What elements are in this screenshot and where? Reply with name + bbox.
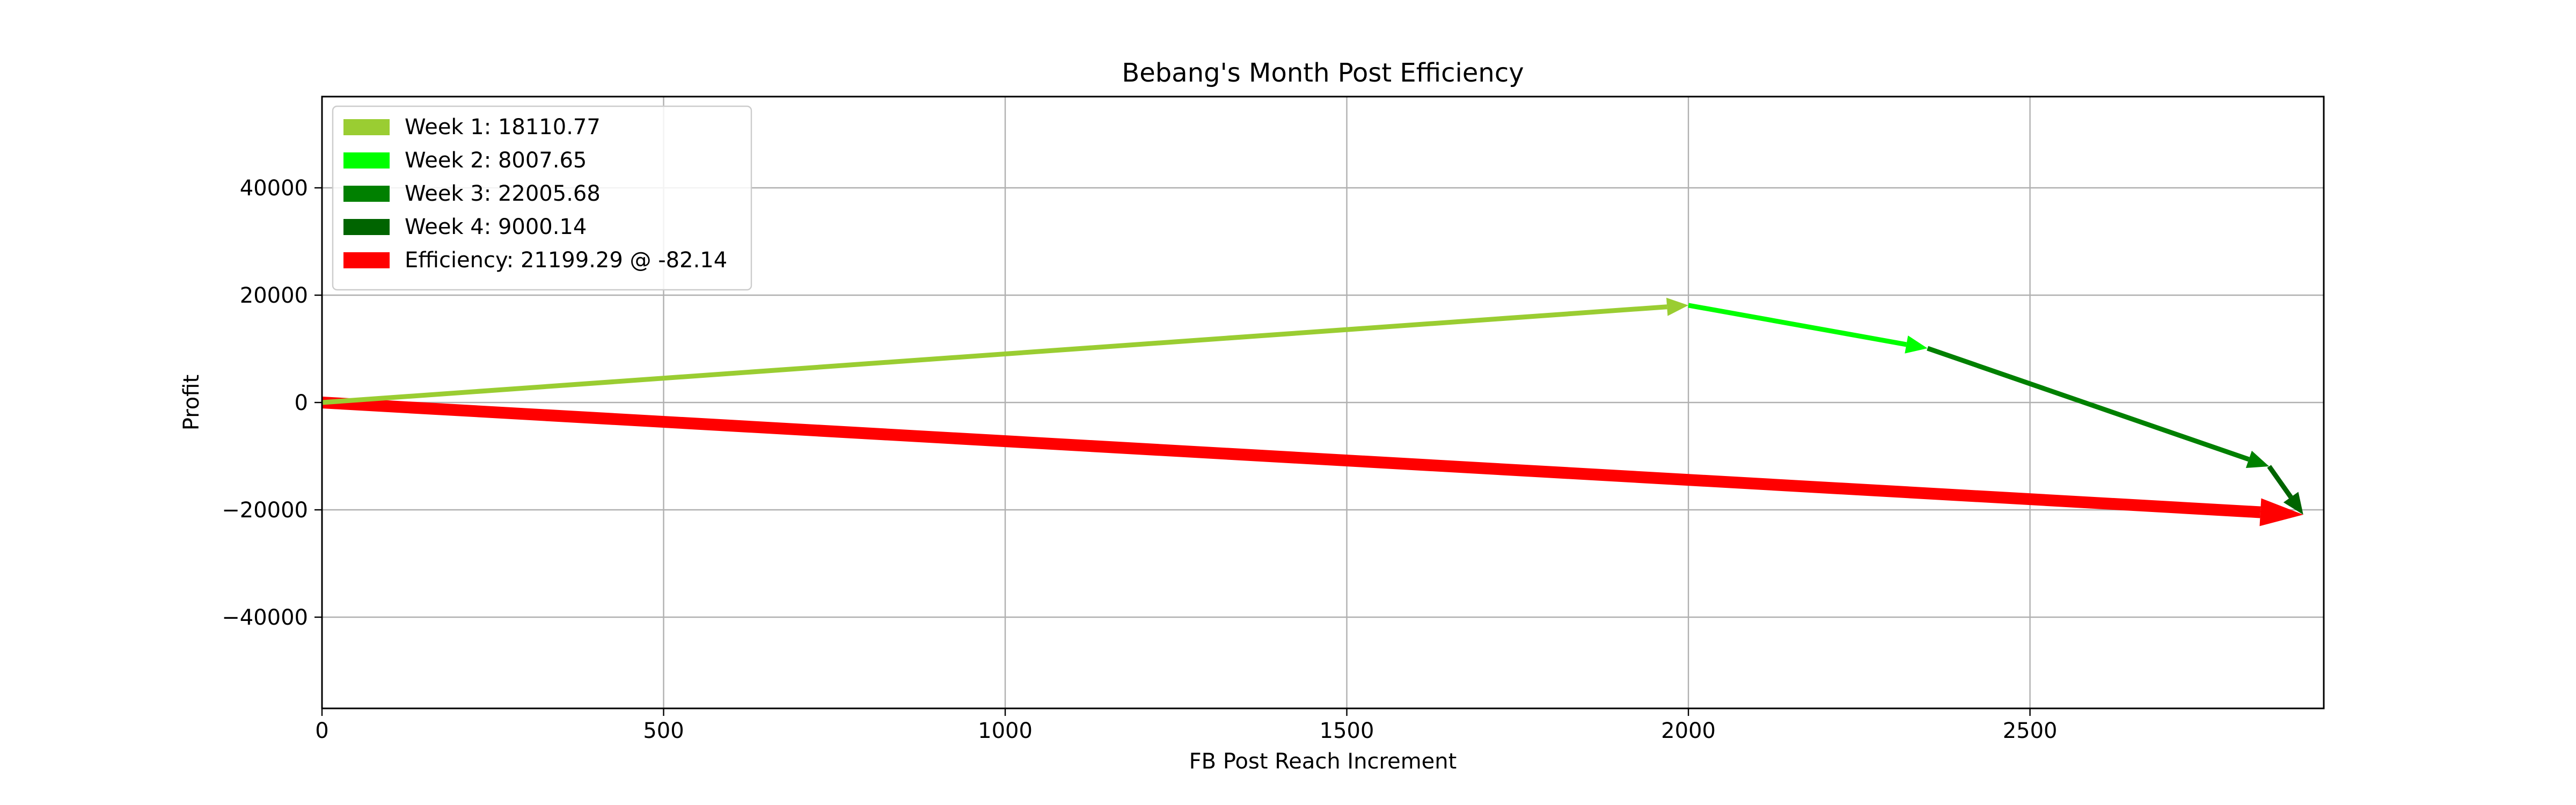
y-tick-label: 20000 [240, 283, 308, 308]
series-arrow-5 [321, 397, 2303, 526]
arrow-shaft [1688, 303, 1907, 347]
legend-frame [332, 105, 752, 291]
legend-swatch [343, 252, 390, 268]
series-arrow-1 [321, 297, 1689, 405]
legend: Week 1: 18110.77 Week 2: 8007.65 Week 3: 2… [332, 105, 752, 291]
legend-swatch [343, 186, 390, 202]
series-arrow-2 [1688, 303, 1928, 354]
arrow-shaft [321, 397, 2261, 518]
x-axis-title: FB Post Reach Increment [1189, 749, 1457, 774]
legend-entry: Efficiency: 21199.29 @ -82.14 [343, 248, 727, 273]
x-tick-label: 1000 [978, 719, 1033, 743]
legend-label: Week 1: 18110.77 [405, 115, 601, 140]
y-axis-title: Profit [179, 375, 204, 430]
legend-label: Week 3: 22005.68 [405, 181, 601, 206]
x-tick-label: 2000 [1661, 719, 1716, 743]
series-layer [321, 297, 2303, 526]
arrow-head [2245, 450, 2270, 469]
legend-entry: Week 3: 22005.68 [343, 181, 601, 206]
x-tick-label: 500 [643, 719, 684, 743]
y-tick-label: −40000 [222, 605, 308, 630]
arrow-head [1666, 297, 1689, 316]
legend-entry: Week 1: 18110.77 [343, 115, 601, 140]
x-tick-label: 1500 [1320, 719, 1374, 743]
legend-label: Week 4: 9000.14 [405, 215, 587, 239]
legend-entry: Week 4: 9000.14 [343, 215, 587, 239]
x-tick-label: 2500 [2003, 719, 2058, 743]
legend-swatch [343, 119, 390, 135]
series-arrow-4 [2267, 465, 2303, 515]
legend-label: Efficiency: 21199.29 @ -82.14 [405, 248, 727, 273]
y-tick-label: −20000 [222, 498, 308, 523]
arrow-shaft [321, 304, 1667, 405]
legend-swatch [343, 219, 390, 235]
arrow-shaft [1927, 346, 2250, 462]
y-tick-label: 40000 [240, 176, 308, 201]
arrow-head [2283, 492, 2303, 515]
tick-layer: 0 500 1000 1500 2000 2500 −40000 −20000 0 20000 40… [222, 176, 2057, 743]
arrow-shaft [2267, 465, 2293, 499]
chart-title: Bebang's Month Post Efficiency [1122, 58, 1524, 88]
y-tick-label: 0 [295, 391, 308, 415]
x-tick-label: 0 [315, 719, 328, 743]
arrow-head [1905, 335, 1928, 354]
legend-entry: Week 2: 8007.65 [343, 148, 587, 173]
arrow-head [2259, 498, 2303, 526]
legend-swatch [343, 152, 390, 169]
series-arrow-3 [1927, 346, 2270, 469]
legend-label: Week 2: 8007.65 [405, 148, 587, 173]
